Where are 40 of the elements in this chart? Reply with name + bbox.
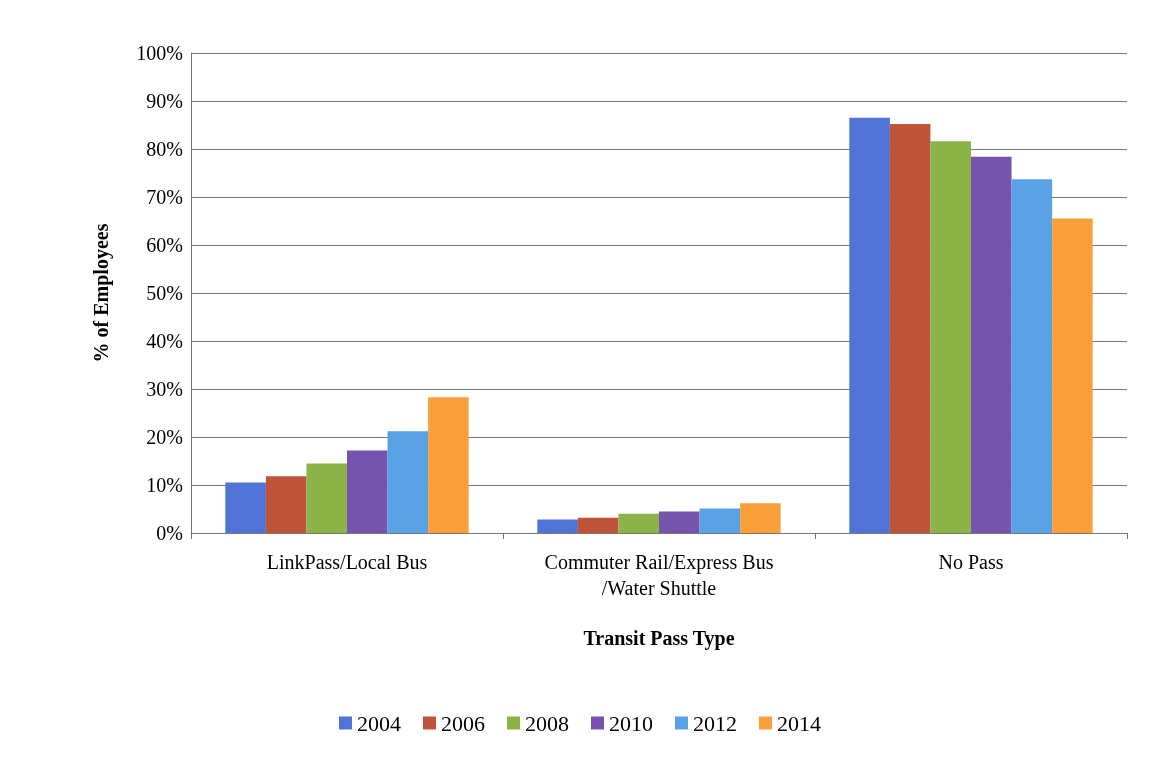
bar bbox=[387, 431, 429, 533]
legend-label: 2010 bbox=[609, 710, 653, 736]
bar bbox=[577, 517, 619, 533]
y-tick-label: 80% bbox=[146, 138, 183, 160]
x-axis-title: Transit Pass Type bbox=[583, 627, 735, 650]
bar bbox=[306, 463, 347, 533]
bar bbox=[537, 519, 578, 533]
bar bbox=[889, 124, 931, 533]
y-tick-label: 60% bbox=[146, 234, 183, 256]
bar bbox=[347, 450, 388, 533]
y-tick-label: 40% bbox=[146, 330, 183, 352]
x-tick-label: No Pass bbox=[938, 551, 1004, 573]
x-tick-label: LinkPass/Local Bus bbox=[266, 551, 428, 573]
legend-label: 2012 bbox=[693, 710, 737, 736]
y-axis-title: % of Employees bbox=[90, 223, 113, 363]
y-tick-label: 100% bbox=[136, 42, 183, 64]
y-tick-label: 50% bbox=[146, 282, 183, 304]
bar bbox=[265, 476, 307, 533]
bar bbox=[1052, 218, 1093, 533]
bar bbox=[428, 397, 469, 533]
legend-label: 2006 bbox=[441, 710, 485, 736]
y-tick-label: 30% bbox=[146, 378, 183, 400]
y-tick-label: 10% bbox=[146, 474, 183, 496]
bar bbox=[740, 503, 781, 533]
y-tick-label: 90% bbox=[146, 90, 183, 112]
legend-label: 2008 bbox=[525, 710, 569, 736]
y-tick-label: 20% bbox=[146, 426, 183, 448]
y-tick-label: 0% bbox=[156, 522, 183, 544]
bar bbox=[659, 511, 700, 533]
bar bbox=[225, 482, 266, 533]
bar bbox=[699, 508, 741, 533]
bar bbox=[849, 117, 890, 533]
bar bbox=[618, 513, 659, 533]
legend-label: 2014 bbox=[777, 710, 821, 736]
bar bbox=[930, 141, 971, 533]
x-tick-label: Commuter Rail/Express Bus/Water Shuttle bbox=[544, 551, 774, 599]
y-tick-label: 70% bbox=[146, 186, 183, 208]
legend-label: 2004 bbox=[357, 710, 401, 736]
bar bbox=[1011, 179, 1053, 533]
bar bbox=[971, 156, 1012, 533]
